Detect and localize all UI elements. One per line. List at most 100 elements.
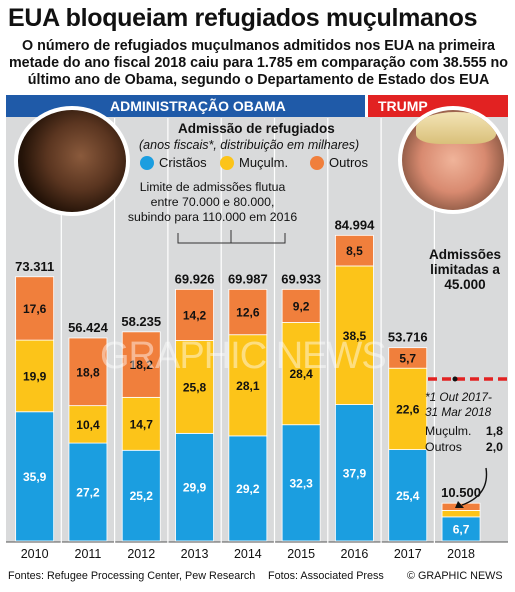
bar-segment-2015-0 xyxy=(281,424,321,542)
sub-2018-value: 1,8 xyxy=(485,424,503,438)
cap-annotation: Admissões limitadas a 45.000 xyxy=(420,247,510,292)
bar-value-label: 28,4 xyxy=(289,367,313,381)
sub-2018-label: Outros xyxy=(425,440,462,454)
bar-segment-2017-1 xyxy=(388,367,428,450)
trump-band-label: TRUMP xyxy=(378,98,428,114)
ceiling-note: Limite de admissões flutua entre 70.000 … xyxy=(125,180,300,225)
legend-item-cristaos: Cristãos xyxy=(140,155,207,170)
bar-value-label: 27,2 xyxy=(76,486,100,500)
bar-segment-2010-1 xyxy=(15,339,55,413)
bar-value-label: 38,5 xyxy=(343,329,367,343)
cap-dot xyxy=(452,376,458,382)
bar-value-label: 5,7 xyxy=(399,351,416,365)
bar-value-label: 10,4 xyxy=(76,418,100,432)
legend-label: Cristãos xyxy=(159,155,207,170)
bar-value-label: 29,9 xyxy=(183,481,207,495)
cap-line: Admissões xyxy=(428,247,502,262)
bar-value-label: 25,8 xyxy=(183,380,207,394)
x-tick-label: 2016 xyxy=(341,547,369,561)
bar-segment-2018-1 xyxy=(441,509,481,518)
bar-total-label: 58.235 xyxy=(121,314,161,329)
obama-band-label: ADMINISTRAÇÃO OBAMA xyxy=(110,98,286,114)
bar-value-label: 18,2 xyxy=(130,358,154,372)
bar-segment-2016-1 xyxy=(335,265,374,405)
x-tick-label: 2015 xyxy=(287,547,315,561)
x-tick-label: 2018 xyxy=(447,547,475,561)
subtitle-line: O número de refugiados muçulmanos admiti… xyxy=(22,38,495,54)
bar-value-label: 12,6 xyxy=(236,306,260,320)
x-tick-label: 2013 xyxy=(181,547,209,561)
fiscal-period-note: *1 Out 2017- 31 Mar 2018 xyxy=(425,390,492,420)
legend-item-outros: Outros xyxy=(310,155,368,170)
bar-total-label: 56.424 xyxy=(68,320,109,335)
bar-segment-2012-0 xyxy=(121,449,161,542)
bar-value-label: 18,8 xyxy=(76,365,100,379)
watermark: GRAPHIC NEWS xyxy=(100,335,387,377)
bar-total-label: 73.311 xyxy=(15,259,54,274)
bar-value-label: 22,6 xyxy=(396,402,420,416)
footer-sources: Fontes: Refugee Processing Center, Pew R… xyxy=(8,570,256,582)
subtitle-line: metade do ano fiscal 2018 caiu para 1.78… xyxy=(8,55,509,71)
legend-label: Outros xyxy=(329,155,369,170)
bar-value-label: 19,9 xyxy=(23,369,47,383)
ceiling-note-line: entre 70.000 e 80.000, xyxy=(150,195,275,209)
bar-value-label: 29,2 xyxy=(236,482,260,496)
obama-photo xyxy=(18,110,126,212)
cap-line: 45.000 xyxy=(444,277,486,292)
bar-value-label: 6,7 xyxy=(453,522,470,536)
bar-value-label: 14,7 xyxy=(130,417,154,431)
legend-title: Admissão de refugiados xyxy=(178,121,335,136)
bar-segment-2010-2 xyxy=(15,276,55,341)
x-tick-label: 2011 xyxy=(75,547,102,561)
bar-value-label: 37,9 xyxy=(343,466,367,480)
legend-swatch-cristaos xyxy=(140,155,154,170)
ceiling-note-line: subindo para 110.000 em 2016 xyxy=(127,210,298,224)
bar-segment-2016-2 xyxy=(335,234,374,267)
bar-value-label: 35,9 xyxy=(23,470,47,484)
fiscal-period-line: *1 Out 2017- xyxy=(425,390,492,404)
bar-segment-2010-0 xyxy=(15,411,55,542)
bar-total-label: 69.926 xyxy=(175,271,215,286)
subtitle: O número de refugiados muçulmanos admiti… xyxy=(8,38,509,89)
bar-segment-2016-0 xyxy=(335,404,374,542)
bar-value-label: 9,2 xyxy=(293,299,310,313)
bar-segment-2014-2 xyxy=(228,288,268,336)
subtitle-line: último ano de Obama, segundo o Departame… xyxy=(27,72,490,88)
bar-segment-2013-2 xyxy=(175,288,214,341)
bar-segment-2014-1 xyxy=(228,334,268,437)
trump-photo xyxy=(402,110,504,210)
bar-value-label: 32,3 xyxy=(289,476,313,490)
legend-label: Muçulm. xyxy=(239,155,289,170)
legend-subtitle: (anos fiscais*, distribuição em milhares… xyxy=(139,138,360,152)
x-tick-label: 2017 xyxy=(394,547,422,561)
x-axis-strip xyxy=(6,542,508,564)
bar-segment-2014-0 xyxy=(228,435,268,542)
bar-total-label: 69.987 xyxy=(228,271,268,286)
bar-segment-2015-2 xyxy=(281,288,321,323)
sub-2018-arrow xyxy=(461,467,488,506)
footer-copyright: © GRAPHIC NEWS xyxy=(407,570,503,582)
legend-swatch-muculm xyxy=(220,155,234,170)
bar-segment-2013-0 xyxy=(175,432,214,542)
bar-segment-2012-1 xyxy=(121,396,161,451)
bar-value-label: 28,1 xyxy=(236,379,260,393)
bar-segment-2017-2 xyxy=(388,347,428,369)
bar-value-label: 17,6 xyxy=(23,302,47,316)
bar-total-label: 84.994 xyxy=(335,217,376,232)
ceiling-note-line: Limite de admissões flutua xyxy=(139,180,286,194)
trump-hair-shape xyxy=(416,112,496,144)
bar-total-label: 69.933 xyxy=(281,271,321,286)
sub-2018-arrowhead xyxy=(455,501,464,508)
bar-value-label: 8,5 xyxy=(346,244,363,258)
cap-line: limitadas a xyxy=(430,262,500,277)
page-title: EUA bloqueiam refugiados muçulmanos xyxy=(8,4,478,32)
bar-value-label: 14,2 xyxy=(183,308,207,322)
bar-total-label: 53.716 xyxy=(388,330,428,345)
x-tick-label: 2014 xyxy=(234,547,262,561)
bar-segment-2011-2 xyxy=(68,337,108,407)
fiscal-period-line: 31 Mar 2018 xyxy=(425,405,492,419)
x-tick-label: 2012 xyxy=(127,547,155,561)
sub-2018-value: 2,0 xyxy=(485,440,503,454)
bar-value-label: 25,2 xyxy=(130,489,154,503)
